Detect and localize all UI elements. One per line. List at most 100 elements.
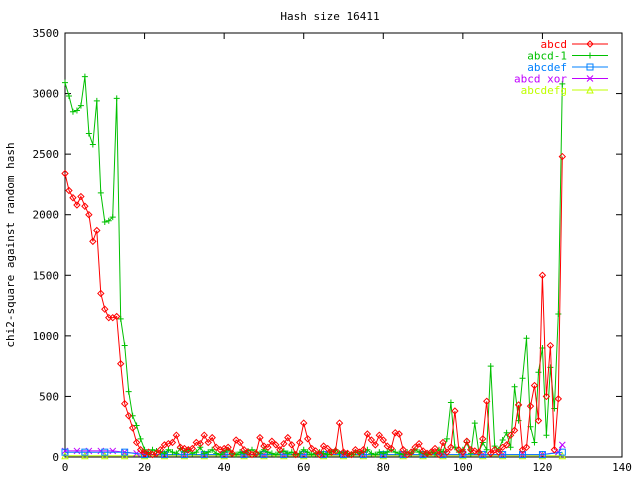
series-line	[64, 76, 563, 456]
data-point	[97, 289, 105, 298]
series-line	[64, 156, 563, 457]
data-point	[73, 447, 81, 455]
data-point	[124, 412, 133, 420]
data-point	[81, 448, 89, 456]
data-point	[69, 194, 77, 202]
data-point	[375, 431, 384, 439]
data-point	[368, 450, 375, 457]
data-point	[256, 450, 263, 457]
data-point	[395, 430, 403, 438]
data-point	[435, 450, 443, 459]
data-point	[128, 424, 137, 432]
data-point	[268, 450, 275, 457]
data-point	[587, 52, 593, 59]
data-point	[463, 437, 471, 445]
data-point	[384, 449, 391, 456]
y-tick-label: 0	[52, 451, 59, 464]
data-point	[65, 186, 73, 195]
y-tick-label: 2000	[33, 209, 60, 222]
data-point	[364, 446, 371, 453]
y-tick-label: 1000	[33, 330, 60, 343]
data-point	[77, 192, 85, 201]
data-point	[228, 449, 236, 458]
data-point	[237, 449, 244, 456]
data-point	[486, 449, 495, 458]
data-point	[132, 438, 141, 447]
data-point	[161, 450, 168, 457]
data-point	[558, 448, 566, 456]
data-point	[120, 399, 129, 408]
data-point	[586, 63, 594, 71]
data-point	[427, 448, 435, 456]
data-point	[304, 449, 311, 456]
data-point	[133, 422, 140, 429]
data-point	[268, 437, 276, 445]
data-point	[392, 449, 399, 456]
data-point	[288, 441, 296, 449]
y-tick-label: 3500	[33, 27, 60, 40]
data-point	[184, 446, 193, 454]
data-point	[272, 441, 280, 449]
x-tick-label: 60	[297, 461, 310, 474]
data-point	[376, 449, 383, 456]
x-tick-label: 40	[218, 461, 231, 474]
data-point	[479, 435, 487, 443]
data-point	[101, 218, 108, 225]
legend-label: abcdef	[527, 61, 567, 74]
data-point	[62, 79, 68, 86]
data-point	[168, 438, 177, 447]
data-point	[324, 451, 331, 458]
data-point	[550, 446, 559, 454]
data-point	[431, 444, 439, 453]
x-tick-label: 100	[453, 461, 473, 474]
data-point	[176, 443, 185, 452]
data-point	[105, 217, 112, 224]
data-point	[502, 441, 511, 449]
data-point	[220, 444, 228, 453]
data-point	[137, 435, 144, 442]
data-point	[248, 450, 256, 459]
data-point	[519, 451, 527, 459]
data-point	[327, 448, 336, 456]
data-point	[216, 446, 224, 454]
data-point	[201, 450, 208, 457]
series-abcd-1	[62, 73, 566, 458]
legend-label: abcd	[541, 38, 568, 51]
data-point	[451, 444, 458, 451]
data-point	[315, 450, 324, 459]
data-point	[367, 436, 376, 444]
data-point	[93, 97, 100, 104]
y-axis-label: chi2-square against random hash	[4, 142, 17, 347]
y-tick-label: 2500	[33, 148, 60, 161]
data-point	[522, 443, 531, 452]
data-point	[61, 451, 69, 460]
data-point	[538, 451, 546, 459]
data-point	[192, 438, 201, 447]
data-point	[300, 446, 307, 453]
data-point	[148, 450, 157, 459]
data-point	[542, 392, 551, 401]
data-point	[121, 448, 129, 456]
data-point	[100, 451, 109, 460]
data-point	[144, 448, 153, 456]
data-point	[419, 447, 427, 455]
data-point	[439, 449, 446, 456]
data-point	[101, 448, 109, 456]
data-point	[244, 448, 252, 456]
data-point	[73, 201, 81, 209]
data-point	[490, 446, 499, 454]
data-point	[323, 444, 332, 453]
data-point	[399, 446, 407, 454]
data-point	[129, 412, 136, 419]
data-point	[586, 85, 594, 94]
data-point	[208, 433, 216, 442]
data-point	[396, 450, 403, 457]
legend-entry: abcdefg	[521, 84, 608, 97]
data-point	[97, 189, 104, 196]
legend-entry: abcd xor	[514, 73, 608, 86]
legend-entry: abcd-1	[527, 50, 608, 63]
data-point	[280, 439, 288, 448]
data-point	[61, 448, 69, 456]
data-point	[586, 75, 594, 82]
data-point	[172, 431, 181, 439]
